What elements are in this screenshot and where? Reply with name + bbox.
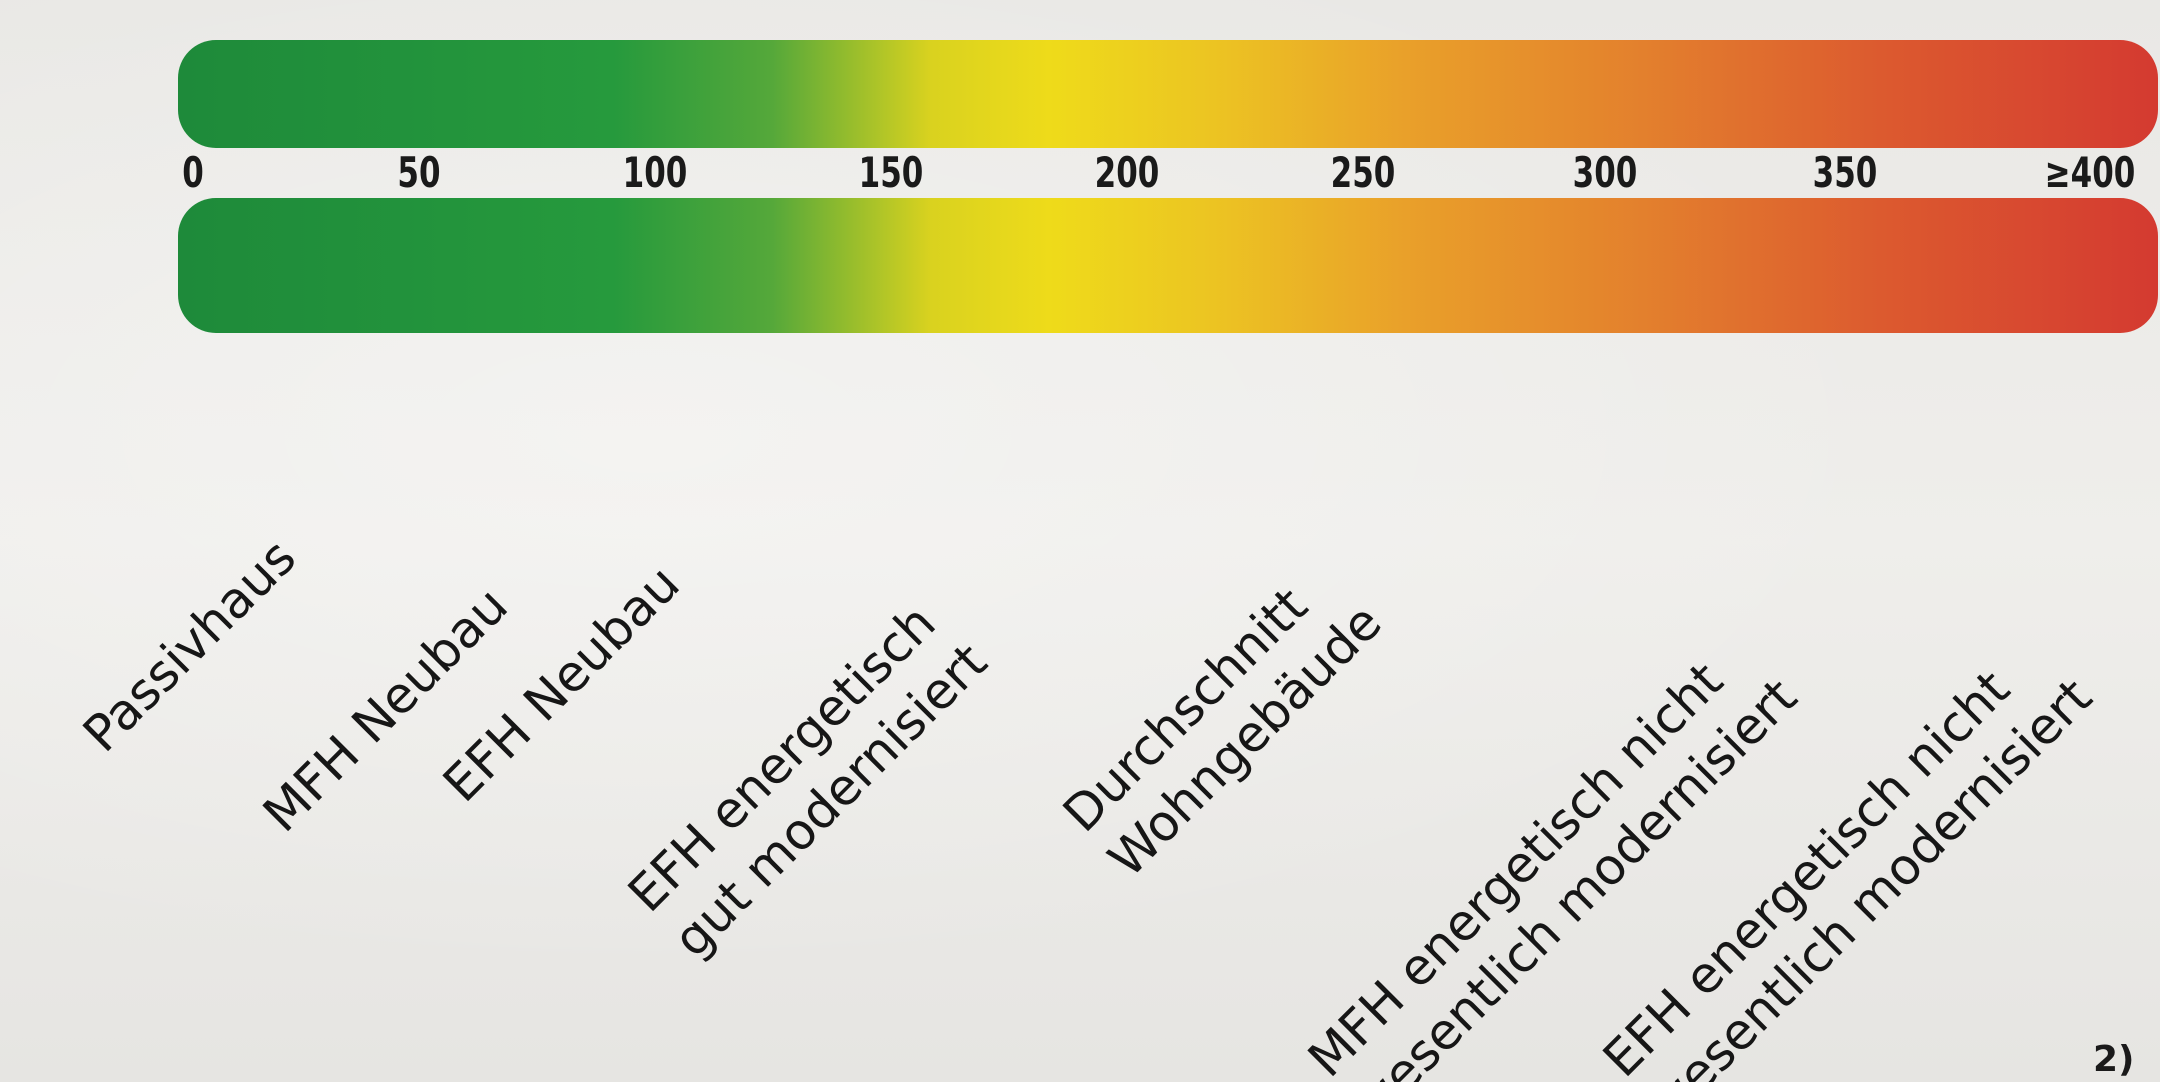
tick-label: 150 <box>858 148 924 197</box>
label-efh-gut-modernisiert: EFH energetisch gut modernisiert <box>615 585 1000 970</box>
color-scale-bar-top <box>178 40 2158 148</box>
scale-ticks: 0 50 100 150 200 250 300 350 ≥400 <box>0 148 2160 198</box>
tick-label: ≥400 <box>2044 148 2136 197</box>
label-passivhaus: Passivhaus <box>70 526 309 765</box>
tick-label: 200 <box>1094 148 1160 197</box>
tick-label: 300 <box>1572 148 1638 197</box>
label-durchschnitt-wohngebaeude: Durchschnitt Wohngebäude <box>1050 546 1395 891</box>
tick-label: 350 <box>1812 148 1878 197</box>
tick-label: 50 <box>397 148 441 197</box>
tick-label: 250 <box>1330 148 1396 197</box>
color-scale-bar-bottom <box>178 198 2158 333</box>
label-line: Passivhaus <box>72 528 308 764</box>
footnote-marker: 2) <box>2093 1039 2135 1080</box>
tick-label: 0 <box>182 148 204 197</box>
tick-label: 100 <box>622 148 688 197</box>
